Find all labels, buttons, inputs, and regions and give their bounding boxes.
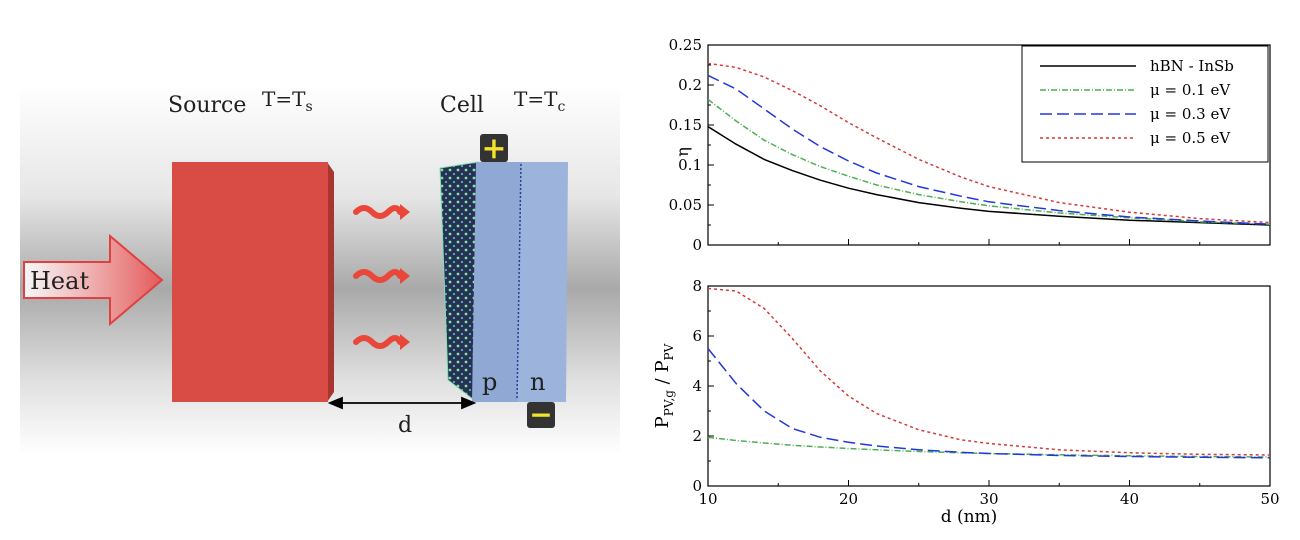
- eta-series-line: [707, 62, 1271, 224]
- wave-2: [353, 269, 403, 283]
- negative-terminal-sign: −: [529, 398, 552, 431]
- wave-1: [353, 205, 403, 219]
- power-ratio-series-line: [707, 348, 1271, 459]
- source-temperature: T=Ts: [262, 87, 313, 115]
- power-ratio-xtick-label: 20: [839, 490, 858, 508]
- power-ratio-xlabel: d (nm): [941, 507, 998, 527]
- eta-ytick-label: 0: [692, 236, 702, 254]
- source-label: Source: [168, 93, 246, 118]
- power-ratio-ytick-label: 8: [692, 277, 702, 295]
- cell-label: Cell: [440, 93, 484, 118]
- eta-ytick-label: 0.25: [669, 36, 702, 54]
- positive-terminal: [480, 134, 508, 162]
- eta-ytick-label: 0.2: [678, 76, 702, 94]
- power-ratio-xtick-label: 40: [1120, 490, 1139, 508]
- heat-label: Heat: [30, 267, 89, 295]
- legend-label: μ = 0.5 eV: [1150, 129, 1231, 147]
- wave-3: [353, 335, 403, 349]
- wave-1-head: [400, 204, 410, 220]
- positive-terminal-sign: +: [481, 131, 506, 166]
- thermophotovoltaic-schematic: Heat Source T=Ts p n Cell T=Tc + − d: [20, 85, 620, 455]
- power-ratio-ytick-label: 4: [692, 377, 702, 395]
- eta-ylabel: η: [673, 147, 692, 157]
- cell-temperature: T=Tc: [514, 87, 565, 115]
- eta-series-line: [707, 98, 1271, 225]
- distance-indicator: [327, 396, 477, 410]
- power-ratio-ylabel: PPV,g / PPV: [652, 343, 676, 428]
- eta-series-line: [707, 74, 1271, 225]
- eta-ytick-label: 0.1: [678, 156, 702, 174]
- power-ratio-series-line: [707, 287, 1271, 456]
- eta-ytick-label: 0.15: [669, 116, 702, 134]
- heat-arrow: [23, 233, 164, 327]
- legend-label: μ = 0.1 eV: [1150, 81, 1231, 99]
- power-ratio-xtick-label: 30: [979, 490, 998, 508]
- power-ratio-xtick-label: 10: [698, 490, 717, 508]
- source-block: [172, 162, 328, 402]
- wave-3-head: [400, 334, 410, 350]
- n-label: n: [530, 368, 545, 396]
- p-label: p: [482, 368, 497, 396]
- power-ratio-ytick-label: 2: [692, 427, 702, 445]
- pn-junction: [516, 163, 522, 401]
- wave-2-head: [400, 268, 410, 284]
- legend-label: μ = 0.3 eV: [1150, 105, 1231, 123]
- cell-n-region: [518, 162, 568, 402]
- legend-label: hBN - InSb: [1150, 57, 1234, 75]
- power-ratio-ytick-label: 6: [692, 327, 702, 345]
- radiation-waves: [353, 204, 410, 350]
- cell-p-region: [472, 162, 522, 402]
- power-ratio-xtick-label: 50: [1260, 490, 1279, 508]
- negative-terminal: [527, 402, 555, 428]
- eta-series-line: [707, 125, 1271, 226]
- source-block-side: [327, 162, 334, 402]
- power-ratio-ytick-label: 0: [692, 477, 702, 495]
- eta-ytick-label: 0.05: [669, 196, 702, 214]
- distance-label: d: [398, 413, 412, 438]
